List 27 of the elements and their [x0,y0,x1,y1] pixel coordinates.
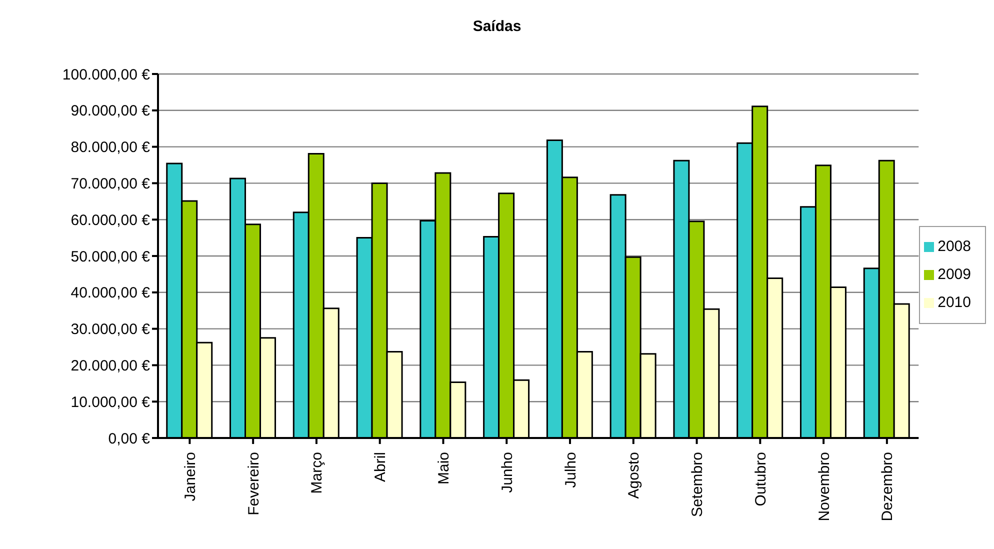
y-tick-label: 0,00 € [108,430,151,448]
x-tick-label: Agosto [626,452,643,499]
y-tick-label: 40.000,00 € [70,284,151,302]
x-tick-label: Janeiro [182,452,199,502]
x-tick-label: Setembro [689,452,706,518]
x-tick-label: Julho [562,452,580,488]
x-tick-label: Junho [498,452,516,493]
x-tick-label: Fevereiro [245,452,262,516]
y-tick-label: 30.000,00 € [70,321,151,338]
x-tick-label: Outubro [752,452,770,506]
legend-label: 2009 [938,266,971,282]
y-tick-label: 90.000,00 € [70,102,151,120]
y-tick-label: 70.000,00 € [70,176,151,193]
y-tick-label: 100.000,00 € [62,66,151,84]
x-tick-label: Março [308,452,326,494]
x-tick-label: Novembro [816,452,833,522]
y-tick-label: 50.000,00 € [70,248,151,266]
legend-label: 2008 [938,238,971,254]
x-tick-label: Dezembro [879,452,896,522]
x-tick-label: Maio [435,452,452,485]
y-tick-label: 80.000,00 € [70,139,151,156]
y-tick-label: 20.000,00 € [70,358,151,375]
y-tick-label: 10.000,00 € [70,394,151,411]
legend-label: 2010 [938,294,971,310]
y-tick-label: 60.000,00 € [70,212,151,229]
x-tick-label: Abril [372,452,390,482]
chart-title: Saídas [472,18,522,35]
